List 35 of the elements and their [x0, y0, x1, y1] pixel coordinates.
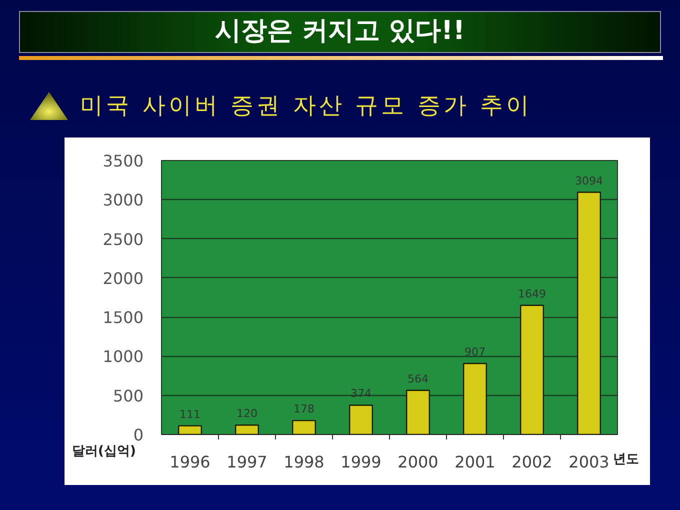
bar: [577, 192, 601, 434]
y-tick-label: 2500: [102, 230, 144, 249]
chart-subtitle: 미국 사이버 증권 자산 규모 증가 추이: [80, 92, 532, 121]
y-tick-label: 2000: [102, 268, 144, 288]
x-tick-label: 2003: [568, 452, 610, 472]
y-tick-label: 1500: [102, 308, 144, 328]
data-label: 564: [408, 372, 428, 386]
y-tick-label: 500: [112, 386, 144, 406]
bar: [292, 420, 316, 434]
x-tick-label: 1998: [284, 452, 324, 472]
data-label: 120: [236, 407, 258, 420]
x-tick-label: 2000: [398, 452, 438, 472]
y-tick-label: 3500: [102, 152, 144, 170]
bar: [349, 404, 373, 434]
bar: [178, 425, 202, 434]
bar: [463, 362, 487, 434]
data-label: 907: [464, 345, 486, 358]
y-tick-label: 1000: [102, 347, 144, 366]
y-tick-label: 3000: [102, 190, 144, 210]
y-axis-title: 달러(십억): [71, 444, 137, 460]
data-label: 111: [180, 408, 200, 421]
x-tick-label: 1997: [226, 452, 268, 472]
data-label: 1649: [518, 287, 546, 300]
y-tick-label: 0: [133, 426, 144, 444]
x-tick-label: 1996: [170, 452, 210, 472]
x-tick-label: 2002: [512, 452, 552, 472]
x-axis-title: 년도: [613, 452, 639, 468]
x-tick-label: 2001: [454, 452, 496, 472]
bar: [520, 304, 544, 434]
x-tick-label: 1999: [340, 452, 382, 472]
bar: [235, 424, 259, 434]
data-label: 178: [294, 402, 314, 416]
bar: [406, 390, 430, 434]
data-label: 3094: [575, 174, 604, 188]
chart-title: 시장은 커지고 있다!!: [19, 11, 661, 53]
